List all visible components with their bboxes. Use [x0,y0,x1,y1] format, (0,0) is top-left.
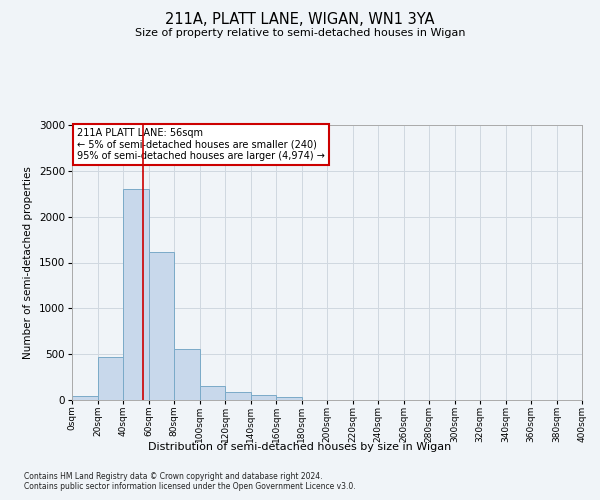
Text: Contains HM Land Registry data © Crown copyright and database right 2024.: Contains HM Land Registry data © Crown c… [24,472,323,481]
Bar [251,395,276,400]
Bar [199,386,225,400]
Text: Contains public sector information licensed under the Open Government Licence v3: Contains public sector information licen… [24,482,356,491]
Bar [97,357,123,400]
Bar [276,397,302,400]
Bar [149,252,174,400]
Bar [123,189,149,400]
Text: Distribution of semi-detached houses by size in Wigan: Distribution of semi-detached houses by … [148,442,452,452]
Bar [72,396,97,400]
Text: Size of property relative to semi-detached houses in Wigan: Size of property relative to semi-detach… [135,28,465,38]
Text: 211A PLATT LANE: 56sqm
← 5% of semi-detached houses are smaller (240)
95% of sem: 211A PLATT LANE: 56sqm ← 5% of semi-deta… [77,128,325,161]
Bar [225,392,251,400]
Y-axis label: Number of semi-detached properties: Number of semi-detached properties [23,166,33,359]
Bar [174,348,199,400]
Text: 211A, PLATT LANE, WIGAN, WN1 3YA: 211A, PLATT LANE, WIGAN, WN1 3YA [165,12,435,28]
